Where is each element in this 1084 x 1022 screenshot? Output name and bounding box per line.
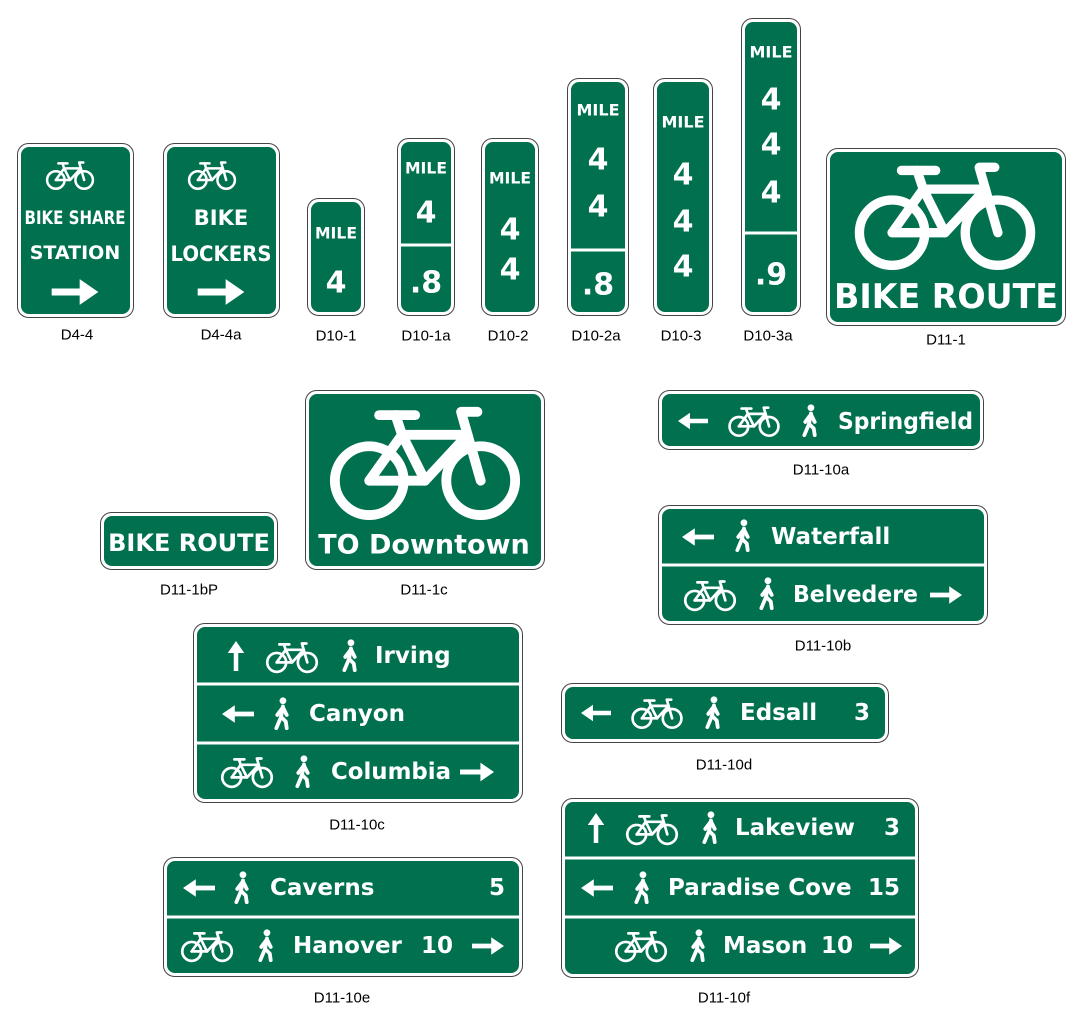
sign: Irving Canyon Columbia xyxy=(193,623,523,803)
sign: MILE 4 xyxy=(307,198,365,316)
sign-face xyxy=(745,22,797,312)
sign-text: 4 xyxy=(500,253,521,288)
sign: Lakeview 3 Paradise Cove 15 Mason 10 xyxy=(561,798,919,978)
sign-face xyxy=(104,516,274,566)
sign-text: 4 xyxy=(588,190,609,225)
sign: BIKE LOCKERS xyxy=(163,143,280,318)
sign-face xyxy=(21,147,130,314)
sign-text: 3 xyxy=(884,815,900,841)
sign-text: Belvedere xyxy=(793,582,918,608)
sign-text: Lakeview xyxy=(735,815,855,841)
sign-text: .8 xyxy=(582,268,614,303)
sign-code: D10-1a xyxy=(401,328,451,345)
sign: BIKE ROUTE xyxy=(826,148,1066,326)
sign: MILE 4 .8 xyxy=(397,138,455,316)
sign-code: D11-1 xyxy=(926,332,966,349)
sign-text: 4 xyxy=(500,213,521,248)
sign-code: D10-2 xyxy=(488,328,529,345)
sign-text: Edsall xyxy=(740,700,817,726)
sign-text: MILE xyxy=(577,101,620,120)
sign-text: 4 xyxy=(673,250,694,285)
sign-text: MILE xyxy=(662,113,705,132)
sign: MILE 4 4 xyxy=(481,138,539,316)
sign-text: Irving xyxy=(375,643,451,669)
sign-code: D11-10e xyxy=(314,990,370,1007)
sign-text: 4 xyxy=(588,143,609,178)
sign: TO Downtown xyxy=(305,390,545,570)
sign-code: D10-2a xyxy=(571,328,621,345)
sign-face xyxy=(485,142,535,312)
sign-text: 5 xyxy=(489,875,505,901)
sign-text: BIKE ROUTE xyxy=(108,529,270,557)
sign: MILE 4 4 4 .9 xyxy=(741,18,801,316)
sign-text: 4 xyxy=(761,83,782,118)
sign-text: 4 xyxy=(326,266,347,301)
sign-face xyxy=(662,394,980,446)
sign-text: LOCKERS xyxy=(171,242,272,266)
sign: Caverns 5 Hanover 10 xyxy=(163,857,523,977)
sign-text: BIKE xyxy=(194,206,248,230)
sign-text: Springfield xyxy=(838,409,973,435)
sign-text: Mason xyxy=(723,933,807,959)
sign-code: D11-10a xyxy=(793,462,850,479)
sign-code: D10-3 xyxy=(661,328,702,345)
sign-text: 4 xyxy=(761,176,782,211)
sign: BIKE ROUTE xyxy=(100,512,278,570)
sign-code: D11-1c xyxy=(400,582,448,599)
sign-code: D11-10b xyxy=(795,638,851,655)
sign-code: D4-4a xyxy=(201,327,243,344)
sign-text: 3 xyxy=(854,700,870,726)
sign-text: BIKE ROUTE xyxy=(834,277,1058,317)
sign: Waterfall Belvedere xyxy=(658,505,988,625)
sign-text: 10 xyxy=(421,933,453,959)
sign-face xyxy=(401,142,451,312)
sign-code: D11-10c xyxy=(329,817,385,834)
sign-text: 4 xyxy=(673,158,694,193)
sign-text: MILE xyxy=(405,159,447,178)
sign-code: D11-10d xyxy=(696,757,752,774)
sign-text: Waterfall xyxy=(771,524,890,550)
sign: MILE 4 4 .8 xyxy=(567,78,629,316)
sign-face xyxy=(657,82,709,312)
sign-text: MILE xyxy=(315,224,357,243)
sign: MILE 4 4 4 xyxy=(653,78,713,316)
sign-text: .8 xyxy=(410,266,442,301)
sign-face xyxy=(311,202,361,312)
sign-code: D11-10f xyxy=(698,990,751,1007)
sign-face xyxy=(197,627,519,799)
sign-code: D10-3a xyxy=(743,328,793,345)
sign-text: MILE xyxy=(489,169,531,188)
sign: Edsall 3 xyxy=(561,683,889,743)
sign-text: Canyon xyxy=(309,701,405,727)
sign-face xyxy=(565,687,885,739)
sign-text: Columbia xyxy=(331,759,451,785)
sign-text: 15 xyxy=(868,875,900,901)
sign-text: Caverns xyxy=(270,875,374,901)
sign-text: .9 xyxy=(755,258,787,293)
sign-code: D4-4 xyxy=(61,327,94,344)
sign-text: Hanover xyxy=(293,933,403,959)
sign-face xyxy=(571,82,625,312)
sign: Springfield xyxy=(658,390,984,450)
sign-code: D10-1 xyxy=(316,328,357,345)
sign-text: MILE xyxy=(750,43,793,62)
sign-text: 4 xyxy=(761,128,782,163)
sign-text: Paradise Cove xyxy=(668,875,852,901)
sign-text: 4 xyxy=(416,196,437,231)
sign-text: BIKE SHARE xyxy=(25,207,126,229)
sign-text: 4 xyxy=(673,205,694,240)
sign-text: STATION xyxy=(30,242,120,264)
sign-text: 10 xyxy=(821,933,853,959)
sign-text: TO Downtown xyxy=(318,530,530,561)
sign-code: D11-1bP xyxy=(160,582,218,599)
sign: BIKE SHARE STATION xyxy=(17,143,134,318)
sign-face xyxy=(565,802,915,974)
